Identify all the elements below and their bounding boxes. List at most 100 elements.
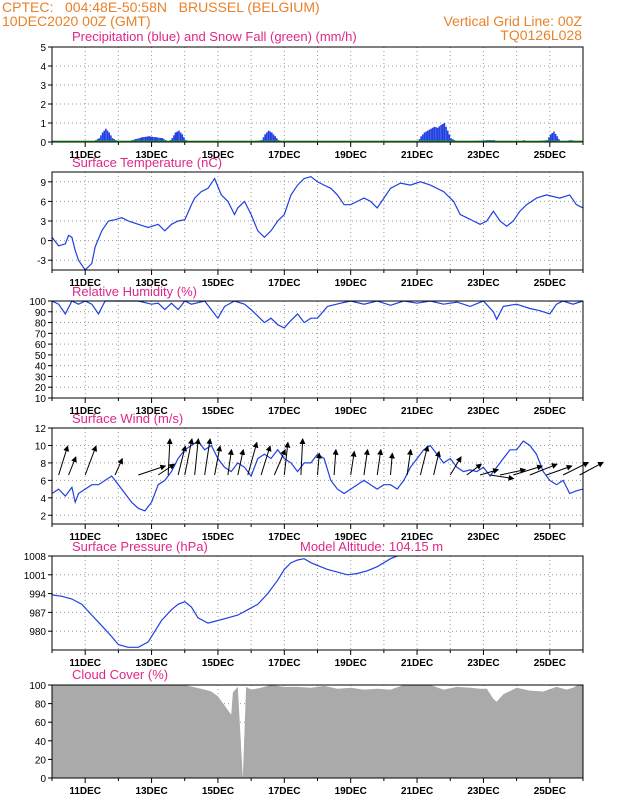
wind-vector — [157, 463, 176, 476]
x-tick-label: 25DEC — [534, 406, 566, 417]
y-tick-label: 10 — [35, 394, 47, 405]
x-tick-label: 11DEC — [69, 786, 101, 797]
precip-bar — [423, 132, 426, 142]
wind-vector — [332, 448, 339, 476]
precip-bar — [113, 139, 115, 142]
y-tick-label: 987 — [29, 608, 46, 619]
y-tick-label: 80 — [35, 700, 47, 711]
x-tick-label: 13DEC — [135, 658, 167, 669]
x-tick-label: 25DEC — [534, 786, 566, 797]
x-tick-label: 23DEC — [467, 658, 499, 669]
precip-bar — [553, 131, 555, 142]
precip-bar — [101, 132, 104, 142]
x-tick-label: 13DEC — [135, 532, 167, 543]
precip-bar — [418, 139, 421, 142]
wind-vector — [529, 463, 558, 476]
y-tick-label: 1008 — [24, 552, 47, 563]
panel-title-2: Relative Humidity (%) — [72, 284, 197, 299]
precip-bar — [264, 134, 266, 142]
wind-vector — [204, 438, 213, 476]
y-tick-label: 2 — [40, 100, 46, 111]
precip-bar — [427, 130, 429, 142]
y-tick-label: 30 — [35, 372, 47, 383]
precip-bar — [146, 136, 149, 142]
x-tick-label: 25DEC — [534, 658, 566, 669]
y-tick-label: 100 — [29, 297, 46, 308]
wind-vector — [227, 448, 234, 476]
x-tick-label: 19DEC — [335, 406, 367, 417]
precip-bar — [161, 138, 164, 142]
precip-bar — [435, 127, 437, 142]
y-tick-label: 10 — [35, 441, 47, 452]
precip-bar — [143, 137, 145, 142]
y-tick-label: 0 — [40, 774, 46, 785]
wind-vector — [376, 448, 384, 476]
precip-bar — [420, 136, 422, 142]
precip-bar — [446, 130, 449, 142]
wind-vector — [214, 445, 223, 476]
precip-bar — [154, 137, 157, 142]
y-tick-label: 994 — [29, 590, 46, 601]
wind-vector — [513, 464, 544, 476]
precip-bar — [106, 130, 109, 142]
panel-title-0: Precipitation (blue) and Snow Fall (gree… — [72, 29, 357, 44]
wind-vector — [84, 445, 98, 476]
y-tick-label: 6 — [40, 197, 46, 208]
x-tick-label: 23DEC — [467, 278, 499, 289]
x-tick-label: 19DEC — [335, 658, 367, 669]
y-tick-label: 50 — [35, 351, 47, 362]
x-tick-label: 21DEC — [401, 786, 433, 797]
precip-bar — [174, 132, 177, 142]
wind-vector — [466, 463, 483, 476]
wind-vector — [388, 452, 395, 476]
wind-vector — [449, 456, 462, 476]
precip-bar — [158, 137, 160, 142]
wind-vector — [489, 474, 515, 481]
precip-bar — [149, 136, 152, 142]
y-tick-label: 980 — [29, 627, 46, 638]
x-tick-label: 11DEC — [69, 658, 101, 669]
precip-bar — [151, 136, 154, 142]
x-tick-label: 21DEC — [401, 532, 433, 543]
precip-bar — [153, 137, 155, 142]
precip-bar — [549, 134, 552, 142]
precip-bar — [266, 132, 268, 142]
panel-title-1: Surface Temperature (nC) — [72, 155, 222, 170]
x-tick-label: 15DEC — [202, 658, 234, 669]
y-tick-label: 80 — [35, 319, 47, 330]
precip-bar — [148, 136, 150, 142]
x-tick-label: 11DEC — [69, 532, 101, 543]
x-tick-label: 17DEC — [268, 150, 300, 161]
precip-bar — [448, 134, 451, 142]
x-tick-label: 11DEC — [69, 150, 101, 161]
x-tick-label: 25DEC — [534, 532, 566, 543]
y-tick-label: 0 — [40, 237, 46, 248]
precip-bar — [422, 134, 424, 142]
x-tick-label: 21DEC — [401, 278, 433, 289]
cloud-cover-area — [52, 685, 583, 778]
precip-bar — [98, 138, 101, 142]
wind-vector — [260, 445, 272, 476]
precip-bar — [159, 137, 162, 142]
precip-bar — [267, 130, 270, 142]
precip-bar — [272, 134, 275, 142]
precip-bar — [138, 138, 140, 142]
wind-vector — [562, 461, 590, 476]
panel-frame — [51, 555, 584, 651]
x-tick-label: 13DEC — [135, 786, 167, 797]
x-tick-label: 11DEC — [69, 406, 101, 417]
series-line-1 — [51, 175, 584, 271]
y-tick-label: 3 — [40, 81, 46, 92]
x-tick-label: 13DEC — [135, 406, 167, 417]
y-tick-label: 3 — [40, 217, 46, 228]
x-tick-label: 19DEC — [335, 532, 367, 543]
precip-bar — [105, 128, 107, 142]
x-tick-label: 25DEC — [534, 150, 566, 161]
y-tick-label: 20 — [35, 383, 47, 394]
y-tick-label: 1001 — [24, 571, 47, 582]
x-tick-label: 23DEC — [467, 406, 499, 417]
x-tick-label: 21DEC — [401, 406, 433, 417]
wind-vector — [406, 448, 413, 476]
precip-bar — [440, 124, 442, 142]
x-tick-label: 15DEC — [202, 786, 234, 797]
